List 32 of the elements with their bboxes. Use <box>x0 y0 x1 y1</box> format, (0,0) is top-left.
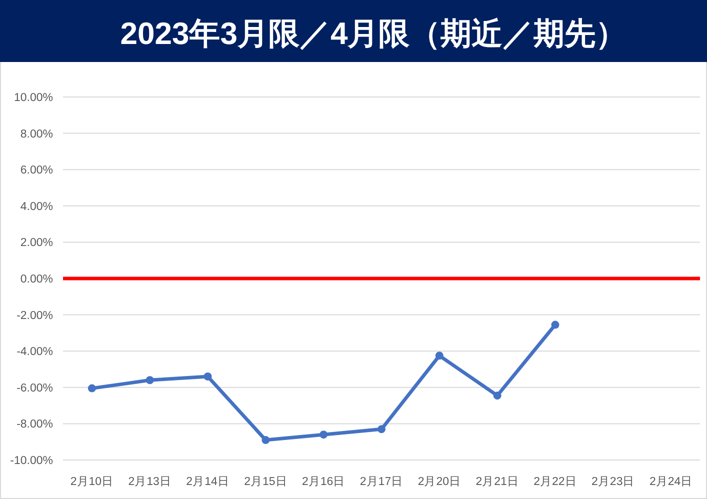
y-tick-label: 4.00% <box>20 200 53 213</box>
point <box>378 425 386 434</box>
point <box>146 376 154 384</box>
y-tick-label: -4.00% <box>16 346 53 358</box>
y-tick-label: 8.00% <box>20 128 53 140</box>
point <box>262 436 270 444</box>
y-tick-label: -8.00% <box>16 418 53 431</box>
y-tick-label: 6.00% <box>20 164 53 177</box>
y-tick-label: 2.00% <box>20 237 53 250</box>
x-tick-label: 2月20日 <box>418 475 462 488</box>
x-tick-label: 2月14日 <box>186 475 230 488</box>
point <box>435 352 444 360</box>
point <box>88 384 96 392</box>
y-tick-label: -6.00% <box>16 382 53 394</box>
point <box>493 392 502 400</box>
x-tick-label: 2月21日 <box>476 475 519 488</box>
y-tick-label: 10.00% <box>14 92 53 104</box>
x-tick-label: 2月16日 <box>302 475 346 488</box>
y-tick-label: 0.00% <box>20 274 53 286</box>
x-tick-label: 2月15日 <box>244 475 288 488</box>
chart-title: 2023年3月限／4月限（期近／期先） <box>120 16 627 51</box>
point <box>320 430 328 439</box>
x-tick-label: 2月13日 <box>128 475 172 488</box>
y-tick-label: -2.00% <box>16 310 53 322</box>
x-tick-label: 2月23日 <box>592 475 635 488</box>
point <box>551 320 560 329</box>
x-tick-label: 2月17日 <box>360 475 404 488</box>
x-tick-label: 2月22日 <box>534 475 577 488</box>
x-tick-label: 2月10日 <box>70 475 114 488</box>
y-tick-label: -10.00% <box>10 455 53 467</box>
x-tick-label: 2月24日 <box>649 475 693 488</box>
point <box>204 372 212 381</box>
